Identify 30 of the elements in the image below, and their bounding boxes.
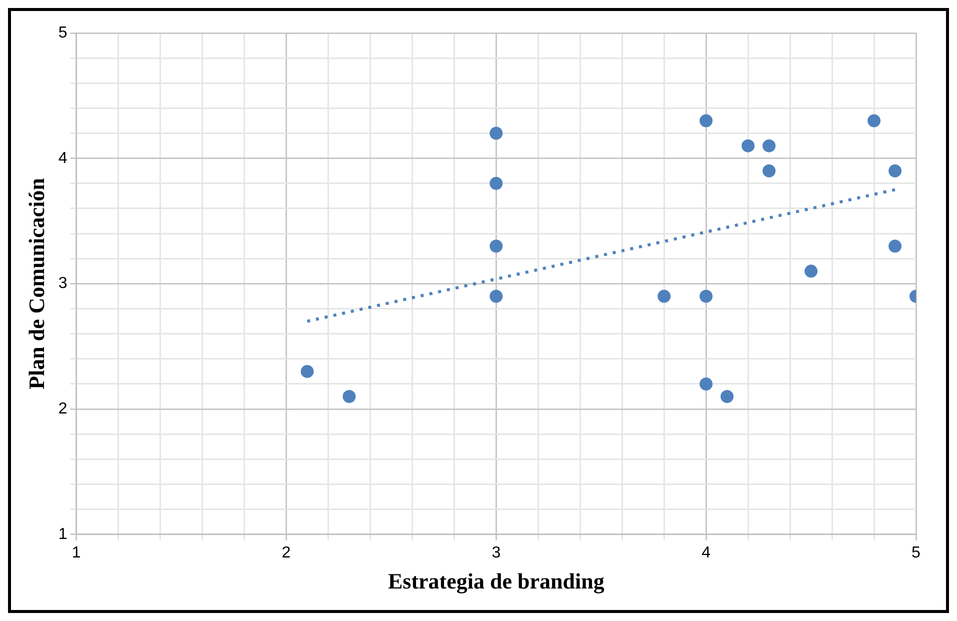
point — [742, 139, 755, 152]
x-tick-label: 2 — [282, 544, 291, 562]
point — [658, 290, 671, 303]
point — [720, 390, 734, 404]
point — [490, 290, 503, 303]
point — [490, 176, 503, 190]
y-tick-label: 5 — [58, 24, 68, 42]
point — [300, 364, 314, 378]
x-axis-title: Estrategia de branding — [388, 568, 604, 594]
y-tick-label: 3 — [58, 275, 68, 292]
point — [762, 139, 776, 152]
y-tick-label: 1 — [58, 526, 68, 543]
point — [868, 114, 881, 128]
point — [700, 290, 713, 303]
point — [888, 240, 902, 253]
point — [700, 377, 713, 390]
x-tick-label: 5 — [912, 544, 921, 562]
point — [342, 390, 356, 404]
point — [490, 240, 503, 253]
point — [762, 164, 776, 178]
y-tick-label: 2 — [58, 400, 68, 418]
y-tick-label: 4 — [58, 150, 68, 167]
x-tick-label: 3 — [492, 544, 501, 562]
point — [888, 164, 902, 178]
point — [804, 264, 818, 278]
x-tick-label: 4 — [702, 544, 711, 562]
point — [490, 126, 503, 140]
point — [700, 114, 713, 128]
x-tick-label: 1 — [72, 544, 81, 562]
y-axis-title: Plan de Comunicación — [24, 178, 49, 390]
